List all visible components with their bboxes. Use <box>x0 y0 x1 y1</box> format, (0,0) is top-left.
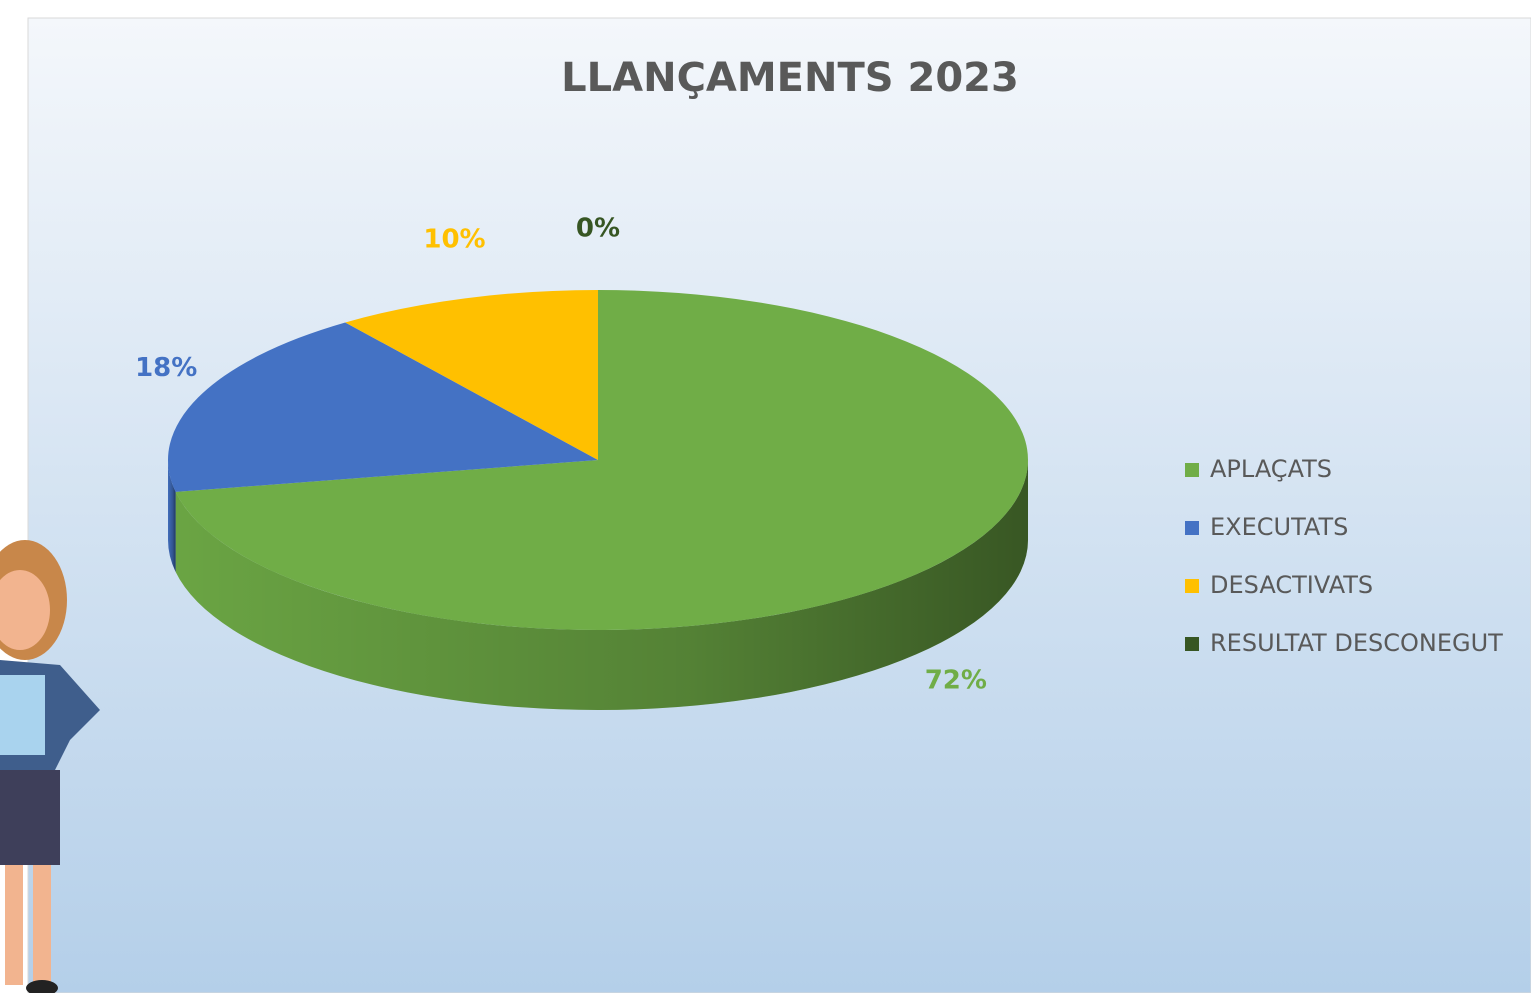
slice <box>175 290 1029 631</box>
slice-side-shade <box>168 460 176 572</box>
slice-side-shade <box>175 460 1029 711</box>
slice <box>345 290 598 460</box>
chart-title: LLANÇAMENTS 2023 <box>561 55 1019 101</box>
legend-label: APLAÇATS <box>1210 455 1332 483</box>
data-label: 18% <box>135 353 197 383</box>
legend-label: EXECUTATS <box>1210 513 1348 541</box>
illustration <box>0 540 100 993</box>
data-label: 10% <box>423 224 485 254</box>
slice <box>167 322 598 492</box>
legend-swatch <box>1185 521 1199 535</box>
legend-label: DESACTIVATS <box>1210 571 1373 599</box>
legend-swatch <box>1185 637 1199 651</box>
data-label: 72% <box>925 665 987 695</box>
legend-swatch <box>1185 463 1199 477</box>
legend-label: RESULTAT DESCONEGUT <box>1210 629 1503 657</box>
legend-swatch <box>1185 579 1199 593</box>
data-label: 0% <box>576 214 620 244</box>
